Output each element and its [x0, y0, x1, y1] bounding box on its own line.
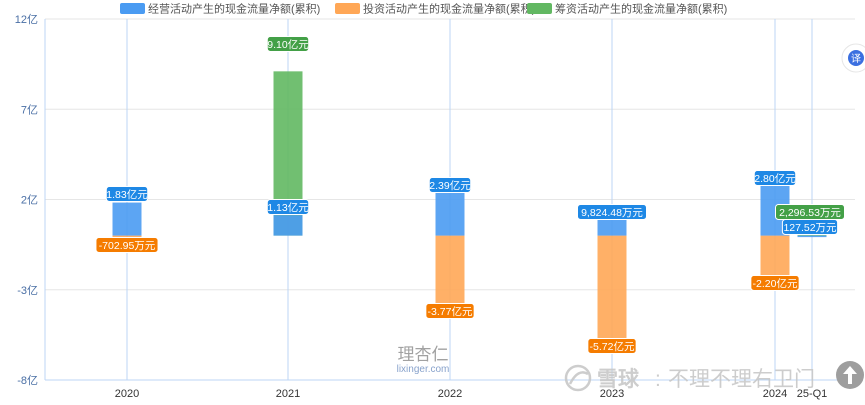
legend-item[interactable]: 经营活动产生的现金流量净额(累积)	[120, 2, 320, 16]
data-label-box	[266, 36, 310, 52]
legend-swatch	[120, 3, 145, 14]
data-label-text: 9,824.48万元	[581, 207, 643, 219]
svg-text::: :	[655, 368, 661, 391]
legend-label: 投资活动产生的现金流量净额(累积)	[363, 2, 535, 16]
data-label: 2,296.53万元	[775, 204, 845, 220]
x-tick-label: 2021	[276, 388, 300, 400]
bar[interactable]	[797, 235, 827, 238]
bar[interactable]	[597, 217, 627, 236]
y-tick-label: 2亿	[21, 194, 38, 207]
lixinger-watermark: 理杏仁 lixinger.com	[397, 345, 450, 375]
data-label-text: 2.80亿元	[754, 172, 796, 185]
arrow-up-icon	[843, 366, 857, 384]
data-label-box	[753, 170, 797, 186]
x-tick-label: 2023	[600, 388, 624, 400]
data-label-text: -3.77亿元	[428, 305, 473, 318]
data-label: -3.77亿元	[425, 303, 475, 319]
data-labels: 1.83亿元 1.13亿元 2.39亿元 9,824.48万元 2.80亿元 127.52…	[95, 36, 845, 354]
scroll-top-button[interactable]	[836, 361, 864, 389]
y-tick-label: 12亿	[15, 13, 38, 26]
data-label-box	[95, 237, 159, 253]
bar[interactable]	[112, 202, 142, 236]
data-label-text: 127.52万元	[783, 222, 837, 234]
bar[interactable]	[112, 235, 142, 238]
data-label: -702.95万元	[95, 237, 159, 253]
translate-icon: 译	[851, 53, 861, 65]
data-label-text: 2,296.53万元	[779, 207, 841, 219]
data-label-text: -2.20亿元	[753, 277, 798, 290]
data-label-box	[587, 338, 637, 354]
bar[interactable]	[597, 235, 627, 339]
bar[interactable]	[435, 192, 465, 236]
legend-item[interactable]: 筹资活动产生的现金流量净额(累积)	[527, 2, 727, 16]
x-tick-label: 2024	[763, 388, 787, 400]
data-label: 9,824.48万元	[577, 204, 647, 220]
data-label-text: 1.13亿元	[267, 201, 309, 214]
data-label-text: 2.39亿元	[429, 179, 471, 192]
x-tick-label: 2020	[115, 388, 139, 400]
legend-label: 经营活动产生的现金流量净额(累积)	[148, 2, 320, 16]
chart-legend[interactable]: 经营活动产生的现金流量净额(累积) 投资活动产生的现金流量净额(累积) 筹资活动产生…	[120, 2, 727, 16]
data-label-text: -5.72亿元	[590, 340, 635, 353]
data-label: 2.39亿元	[428, 177, 472, 193]
bars[interactable]	[112, 71, 827, 339]
legend-label: 筹资活动产生的现金流量净额(累积)	[555, 2, 727, 16]
watermark-platform: 雪球	[597, 368, 640, 391]
data-label-box	[750, 275, 800, 291]
y-tick-label: 7亿	[21, 103, 38, 116]
watermark-author: 不理不理右卫门	[668, 368, 815, 391]
legend-swatch	[527, 3, 552, 14]
data-label: 2.80亿元	[753, 170, 797, 186]
data-label-box	[577, 204, 647, 220]
data-label-box	[266, 199, 310, 215]
data-label-box	[428, 177, 472, 193]
bar[interactable]	[760, 235, 790, 276]
data-label: 1.13亿元	[266, 199, 310, 215]
bar[interactable]	[435, 235, 465, 304]
x-tick-label: 2022	[438, 388, 462, 400]
data-label: 9.10亿元	[266, 36, 310, 52]
data-label: 1.83亿元	[105, 186, 149, 202]
data-label-box	[425, 303, 475, 319]
watermark-logo-text: 理杏仁	[398, 345, 449, 364]
data-label: -5.72亿元	[587, 338, 637, 354]
snowball-logo-icon	[564, 364, 592, 392]
data-label: 127.52万元	[781, 219, 839, 235]
x-tick-label: 25-Q1	[797, 388, 828, 400]
bar[interactable]	[273, 215, 303, 236]
data-label-text: 9.10亿元	[267, 38, 309, 51]
data-label-box	[105, 186, 149, 202]
legend-swatch	[335, 3, 360, 14]
x-axis-ticks: 2020 2021 2022 2023 2024 25-Q1	[115, 388, 828, 400]
data-label-text: 1.83亿元	[106, 188, 148, 201]
y-tick-label: -8亿	[17, 374, 38, 387]
xueqiu-watermark: 雪球 : 不理不理右卫门	[564, 364, 815, 392]
data-label: -2.20亿元	[750, 275, 800, 291]
watermark-site: lixinger.com	[397, 364, 450, 375]
legend-item[interactable]: 投资活动产生的现金流量净额(累积)	[335, 2, 535, 16]
translate-badge[interactable]: 译	[841, 43, 865, 73]
data-label-text: -702.95万元	[99, 240, 156, 252]
y-axis-ticks: 12亿 7亿 2亿 -3亿 -8亿	[15, 13, 38, 387]
y-tick-label: -3亿	[17, 284, 38, 297]
data-label-box	[775, 204, 845, 220]
